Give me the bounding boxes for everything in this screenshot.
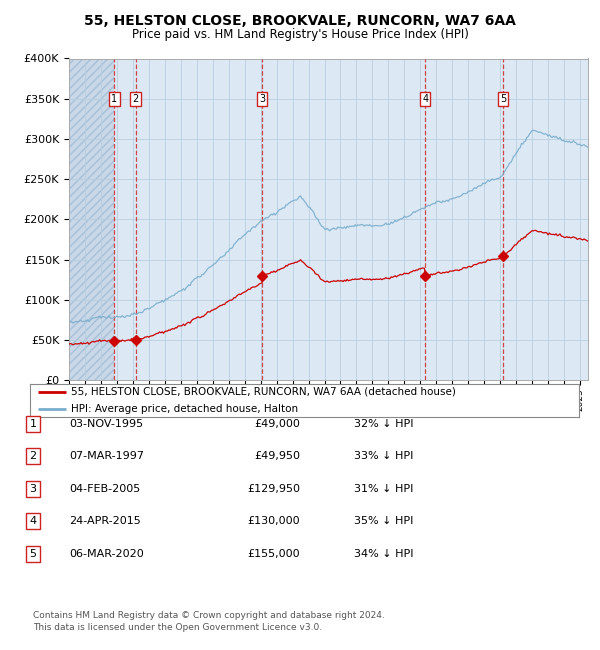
Text: £129,950: £129,950 (247, 484, 300, 494)
Text: 24-APR-2015: 24-APR-2015 (69, 516, 141, 526)
Text: £49,950: £49,950 (254, 451, 300, 462)
Text: 4: 4 (29, 516, 37, 526)
Text: 55, HELSTON CLOSE, BROOKVALE, RUNCORN, WA7 6AA: 55, HELSTON CLOSE, BROOKVALE, RUNCORN, W… (84, 14, 516, 29)
Text: 2: 2 (29, 451, 37, 462)
Text: 3: 3 (259, 94, 265, 104)
Text: £130,000: £130,000 (247, 516, 300, 526)
Text: 5: 5 (29, 549, 37, 559)
Text: £49,000: £49,000 (254, 419, 300, 429)
Text: 06-MAR-2020: 06-MAR-2020 (69, 549, 144, 559)
Text: HPI: Average price, detached house, Halton: HPI: Average price, detached house, Halt… (71, 404, 298, 414)
Bar (69, 58, 115, 380)
Text: 5: 5 (500, 94, 506, 104)
Text: 1: 1 (29, 419, 37, 429)
Text: 1: 1 (111, 94, 118, 104)
Text: 35% ↓ HPI: 35% ↓ HPI (354, 516, 413, 526)
Text: 04-FEB-2005: 04-FEB-2005 (69, 484, 140, 494)
Text: 3: 3 (29, 484, 37, 494)
Text: 4: 4 (422, 94, 428, 104)
Text: 03-NOV-1995: 03-NOV-1995 (69, 419, 143, 429)
Text: £155,000: £155,000 (247, 549, 300, 559)
Text: 07-MAR-1997: 07-MAR-1997 (69, 451, 144, 462)
Text: Contains HM Land Registry data © Crown copyright and database right 2024.
This d: Contains HM Land Registry data © Crown c… (33, 611, 385, 632)
Text: 55, HELSTON CLOSE, BROOKVALE, RUNCORN, WA7 6AA (detached house): 55, HELSTON CLOSE, BROOKVALE, RUNCORN, W… (71, 387, 456, 397)
Text: 31% ↓ HPI: 31% ↓ HPI (354, 484, 413, 494)
Text: 2: 2 (133, 94, 139, 104)
Text: 34% ↓ HPI: 34% ↓ HPI (354, 549, 413, 559)
Text: 32% ↓ HPI: 32% ↓ HPI (354, 419, 413, 429)
Text: Price paid vs. HM Land Registry's House Price Index (HPI): Price paid vs. HM Land Registry's House … (131, 28, 469, 41)
Text: 33% ↓ HPI: 33% ↓ HPI (354, 451, 413, 462)
